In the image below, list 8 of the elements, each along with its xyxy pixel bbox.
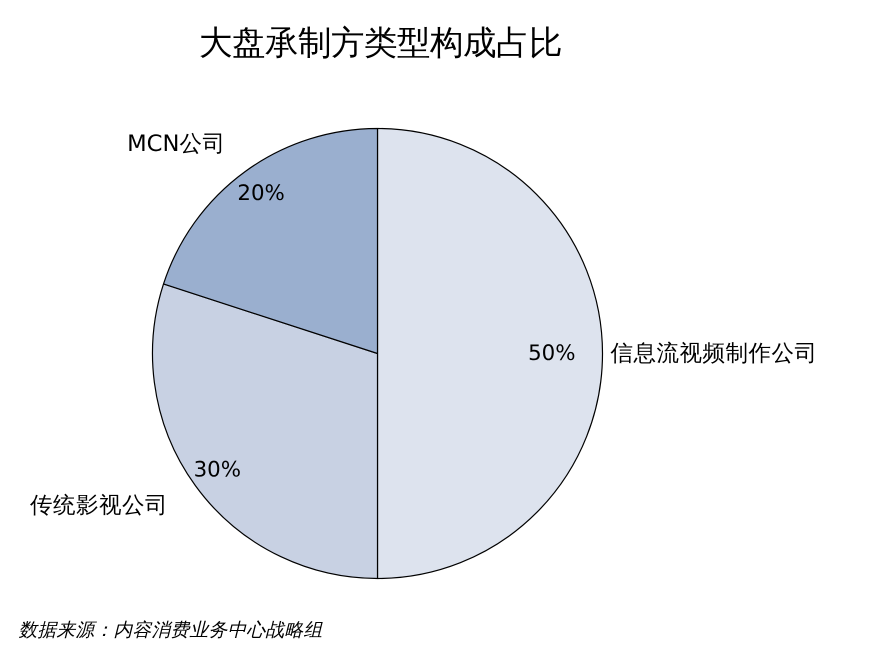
chart-title: 大盘承制方类型构成占比 — [199, 23, 562, 62]
data-label: 20% — [237, 180, 285, 206]
slice-label: 传统影视公司 — [30, 492, 168, 519]
data-label: 50% — [528, 341, 576, 366]
source-note: 数据来源：内容消费业务中心战略组 — [18, 620, 324, 641]
data-label: 30% — [194, 457, 242, 482]
slice-label: 信息流视频制作公司 — [610, 340, 818, 366]
slice-label: MCN公司 — [127, 131, 226, 158]
